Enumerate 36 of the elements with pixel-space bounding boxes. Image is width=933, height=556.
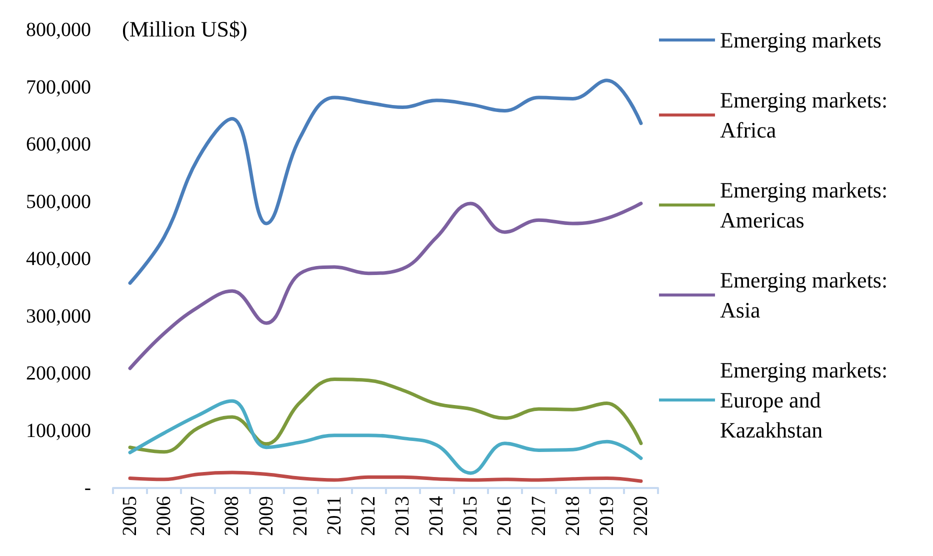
x-tick-label: 2012 [357, 496, 380, 536]
y-tick-label: 500,000 [26, 190, 91, 213]
legend-label: Emerging markets: Americas [720, 178, 894, 232]
y-tick-label: 100,000 [26, 420, 91, 442]
x-tick-label: 2014 [426, 496, 448, 536]
x-tick-label: 2018 [562, 496, 584, 536]
legend-label: Emerging markets: Africa [720, 88, 894, 142]
y-tick-label: 400,000 [26, 248, 91, 270]
x-tick-label: 2011 [323, 496, 346, 536]
y-tick-label: - [84, 477, 91, 499]
x-tick-label: 2006 [153, 496, 176, 536]
legend-label: Emerging markets [720, 28, 882, 52]
line-series [128, 377, 643, 454]
line-series [128, 399, 643, 475]
x-tick-label: 2020 [630, 496, 652, 536]
x-tick-label: 2015 [460, 496, 482, 536]
x-tick-label: 2013 [392, 496, 414, 536]
x-tick-label: 2009 [255, 496, 278, 536]
x-tick-label: 2019 [596, 496, 618, 536]
y-tick-label: 300,000 [26, 305, 91, 328]
y-tick-label: 200,000 [26, 362, 91, 384]
y-tick-label: 800,000 [26, 19, 91, 41]
line-series [128, 470, 643, 483]
x-tick-label: 2016 [494, 496, 516, 536]
y-tick-label: 600,000 [26, 134, 91, 156]
line-series [128, 78, 643, 285]
y-tick-label: 700,000 [26, 76, 91, 98]
x-tick-label: 2007 [187, 496, 210, 536]
x-tick-label: 2005 [119, 496, 142, 536]
x-tick-label: 2017 [528, 496, 550, 536]
x-tick-label: 2010 [289, 496, 312, 536]
legend-label: Emerging markets: Asia [720, 268, 894, 322]
y-axis-title: (Million US$) [122, 16, 248, 42]
line-series [128, 202, 643, 370]
x-tick-label: 2008 [221, 496, 244, 536]
legend-label: Emerging markets: Europe and Kazakhstan [720, 358, 894, 442]
